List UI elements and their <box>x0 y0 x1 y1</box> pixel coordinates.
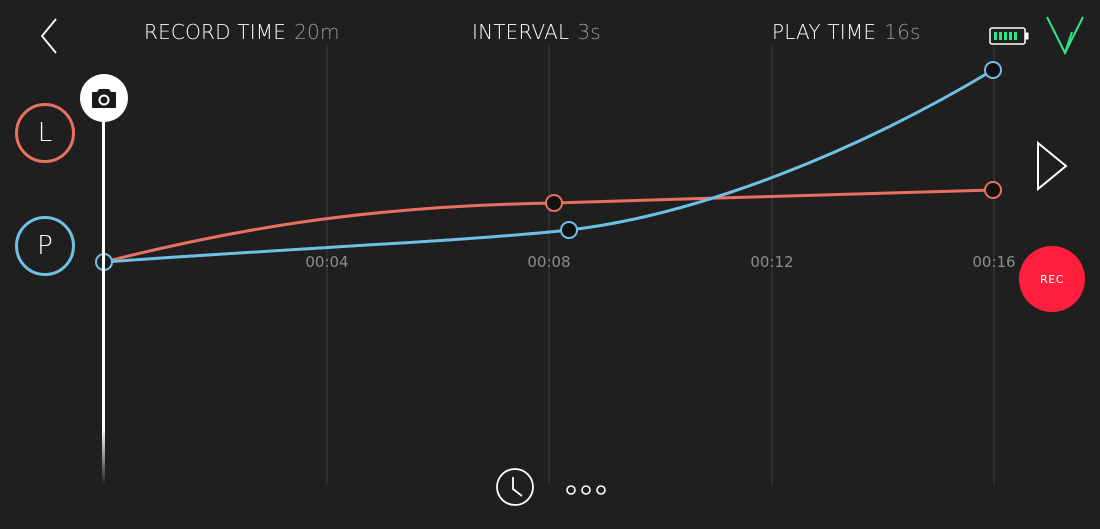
interval-label: INTERVAL <box>472 20 570 44</box>
track-p-button[interactable]: P <box>15 216 75 276</box>
tick-label: 00:16 <box>972 253 1015 271</box>
battery-indicator <box>989 27 1029 45</box>
play-icon <box>1037 140 1068 192</box>
battery-icon <box>989 27 1029 45</box>
play-time-label: PLAY TIME <box>772 20 877 44</box>
record-time[interactable]: RECORD TIME 20m <box>144 20 340 44</box>
track-l-keyframe[interactable] <box>984 181 1002 199</box>
camera-button[interactable] <box>80 74 128 122</box>
track-l-keyframe[interactable] <box>545 194 563 212</box>
tick-label: 00:12 <box>750 253 793 271</box>
chevron-left-icon <box>40 18 57 54</box>
track-l-label: L <box>37 118 53 148</box>
camera-icon <box>92 89 116 108</box>
track-p-label: P <box>37 231 53 261</box>
more-button[interactable] <box>565 482 607 496</box>
more-icon <box>566 485 606 495</box>
record-label: REC <box>1040 272 1064 286</box>
clock-icon <box>496 468 534 506</box>
record-button[interactable]: REC <box>1019 246 1085 312</box>
logo-icon <box>1046 16 1084 56</box>
back-button[interactable] <box>34 16 66 56</box>
clock-button[interactable] <box>495 467 535 507</box>
interval[interactable]: INTERVAL 3s <box>472 20 601 44</box>
play-time[interactable]: PLAY TIME 16s <box>772 20 921 44</box>
interval-value: 3s <box>577 20 601 44</box>
tick-label: 00:08 <box>527 253 570 271</box>
play-button[interactable] <box>1034 140 1070 192</box>
track-l-button[interactable]: L <box>15 103 75 163</box>
play-time-value: 16s <box>884 20 921 44</box>
track-p-keyframe[interactable] <box>560 221 578 239</box>
record-time-value: 20m <box>294 20 340 44</box>
logo[interactable] <box>1044 14 1086 56</box>
playhead[interactable] <box>102 110 105 485</box>
tick-label: 00:04 <box>305 253 348 271</box>
track-p-keyframe[interactable] <box>984 61 1002 79</box>
record-time-label: RECORD TIME <box>144 20 287 44</box>
